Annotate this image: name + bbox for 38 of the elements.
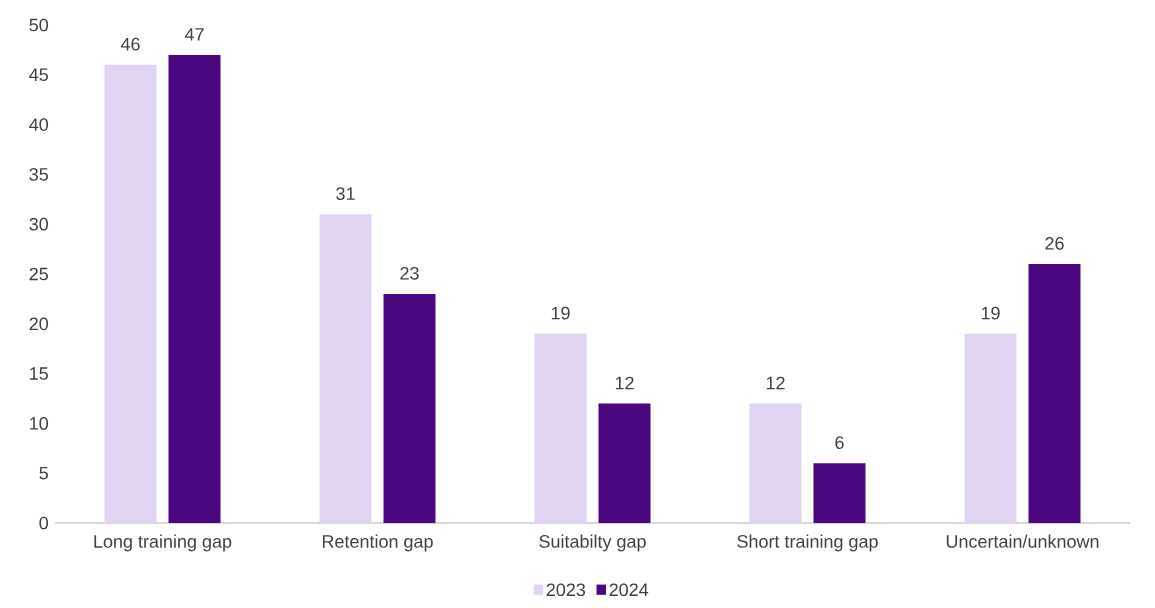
bar [813, 463, 866, 523]
y-tick-label: 45 [29, 68, 48, 82]
bar [598, 403, 651, 523]
bar [749, 403, 802, 523]
data-label: 31 [336, 187, 355, 200]
bar [964, 333, 1017, 523]
x-tick-label: Long training gap [94, 534, 232, 552]
y-tick-label: 35 [29, 168, 48, 181]
data-label: 23 [400, 266, 419, 280]
y-tick-label: 5 [39, 466, 48, 480]
data-label: 26 [1045, 237, 1064, 250]
x-tick-label: Retention gap [322, 534, 433, 552]
y-tick-label: 50 [29, 18, 49, 32]
x-tick-label: Suitabilty gap [539, 534, 646, 552]
data-label: 6 [835, 436, 844, 449]
y-tick-label: 0 [39, 516, 49, 530]
x-tick-label: Short training gap [737, 534, 878, 552]
bar [104, 64, 157, 523]
data-label: 12 [766, 376, 785, 390]
bar [383, 293, 436, 523]
y-tick-label: 10 [30, 417, 49, 430]
y-tick-label: 20 [29, 317, 49, 331]
data-label: 46 [120, 37, 140, 51]
data-label: 47 [184, 28, 204, 41]
data-label: 19 [551, 306, 570, 320]
legend-label: 2024 [609, 583, 649, 597]
legend-label: 2023 [546, 583, 586, 597]
data-label: 19 [981, 306, 1000, 320]
y-tick-label: 40 [29, 118, 49, 131]
bar [534, 333, 587, 523]
x-tick-label: Uncertain/unknown [946, 534, 1099, 548]
bar [1028, 264, 1081, 523]
y-tick-label: 30 [29, 217, 49, 231]
data-label: 12 [615, 376, 634, 390]
y-tick-label: 25 [29, 267, 48, 281]
y-tick-label: 15 [30, 367, 48, 380]
bar [319, 214, 372, 523]
bar [168, 54, 221, 523]
